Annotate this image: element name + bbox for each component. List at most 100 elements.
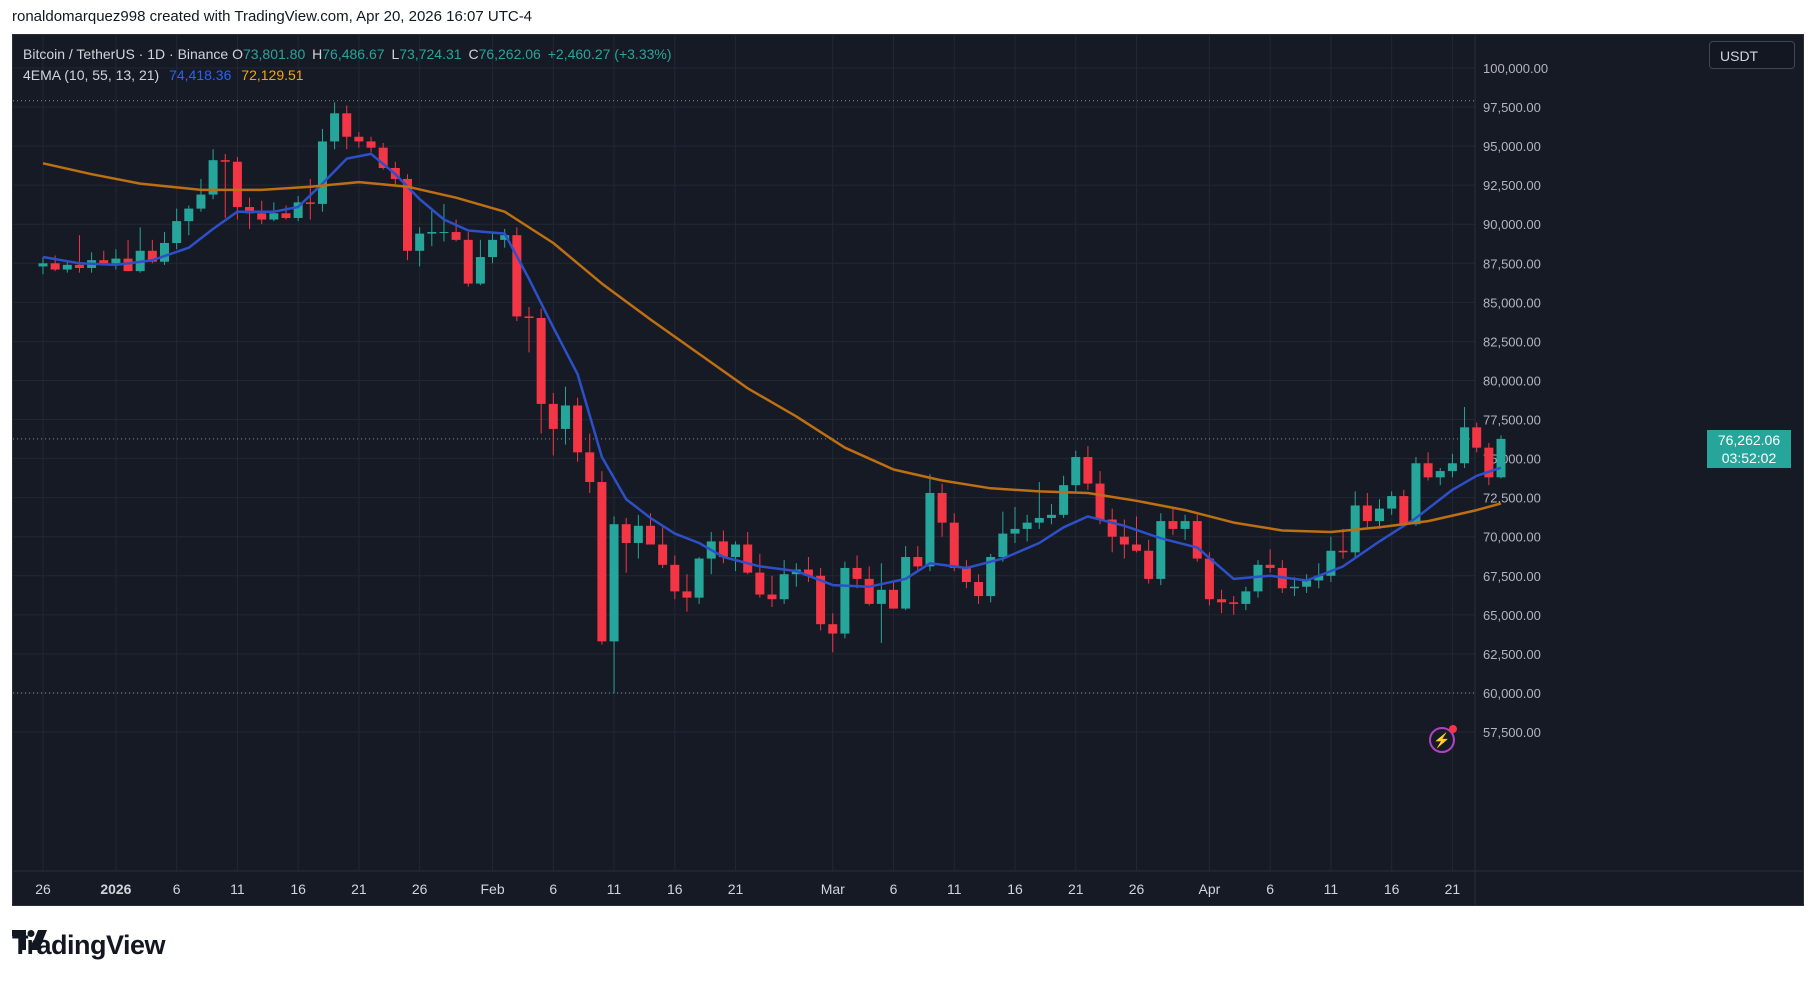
- price-tick-label: 85,000.00: [1483, 295, 1541, 310]
- candle-down: [245, 207, 255, 214]
- time-tick-label: 2026: [100, 881, 131, 897]
- time-tick-label: 16: [1384, 881, 1400, 897]
- candle-down: [354, 136, 364, 142]
- open-label: O: [232, 46, 243, 62]
- candle-down: [99, 260, 109, 264]
- candle-up: [901, 557, 911, 609]
- time-tick-label: 26: [1129, 881, 1145, 897]
- ema-slow-value: 72,129.51: [241, 67, 304, 83]
- candle-up: [986, 557, 996, 597]
- candle-down: [1144, 550, 1154, 579]
- time-tick-label: 6: [549, 881, 557, 897]
- candle-down: [816, 575, 826, 625]
- candle-up: [1241, 591, 1251, 604]
- candle-up: [269, 213, 279, 220]
- price-tick-label: 77,500.00: [1483, 413, 1541, 428]
- ohlc-legend: Bitcoin / TetherUS · 1D · Binance O73,80…: [23, 44, 675, 65]
- candle-down: [1083, 457, 1093, 484]
- price-tick-label: 60,000.00: [1483, 686, 1541, 701]
- price-tick-label: 95,000.00: [1483, 139, 1541, 154]
- price-tick-label: 80,000.00: [1483, 373, 1541, 388]
- candle-up: [694, 558, 704, 598]
- candle-up: [731, 544, 741, 558]
- chart-panel[interactable]: 100,000.00 97,500.00 95,000.00 92,500.00 90,…: [12, 34, 1804, 906]
- candle-down: [524, 316, 534, 318]
- price-tick-label: 67,500.00: [1483, 569, 1541, 584]
- chart-legend: Bitcoin / TetherUS · 1D · Binance O73,80…: [23, 44, 675, 86]
- candle-down: [937, 492, 947, 523]
- price-tick-label: 100,000.00: [1483, 61, 1548, 76]
- candle-down: [366, 141, 376, 148]
- currency-selector[interactable]: USDT: [1709, 41, 1795, 69]
- price-tick-label: 57,500.00: [1483, 725, 1541, 740]
- candle-up: [779, 574, 789, 600]
- candle-up: [1387, 496, 1397, 509]
- candle-up: [1496, 438, 1506, 478]
- candle-up: [1071, 457, 1081, 486]
- high-value: 76,486.67: [322, 46, 385, 62]
- candle-down: [1095, 483, 1105, 520]
- candle-up: [293, 202, 303, 218]
- candle-down: [1192, 521, 1202, 559]
- candle-up: [196, 194, 206, 209]
- low-value: 73,724.31: [399, 46, 462, 62]
- candle-up: [1034, 517, 1044, 523]
- candle-up: [633, 525, 643, 543]
- candle-up: [1289, 586, 1299, 589]
- candle-down: [74, 264, 84, 268]
- ema-fast-value: 74,418.36: [169, 67, 232, 83]
- ema-fast-line: [42, 152, 1502, 588]
- indicator-label[interactable]: 4EMA (10, 55, 13, 21): [23, 67, 160, 83]
- candle-down: [573, 405, 583, 453]
- candle-down: [232, 161, 242, 208]
- close-value: 76,262.06: [478, 46, 541, 62]
- candle-down: [755, 572, 765, 595]
- candle-down: [50, 263, 60, 270]
- candle-down: [864, 578, 874, 604]
- price-chart[interactable]: 100,000.00 97,500.00 95,000.00 92,500.00 90,…: [13, 35, 1804, 906]
- time-tick-label: 6: [173, 881, 181, 897]
- candle-up: [1435, 471, 1445, 478]
- candle-up: [1302, 580, 1312, 587]
- candle-down: [913, 557, 923, 567]
- candle-up: [62, 264, 72, 270]
- price-tick-label: 90,000.00: [1483, 217, 1541, 232]
- candle-up: [876, 589, 886, 604]
- candle-down: [463, 239, 473, 284]
- candle-down: [597, 482, 607, 642]
- symbol-label[interactable]: Bitcoin / TetherUS · 1D · Binance: [23, 46, 229, 62]
- candle-up: [609, 524, 619, 642]
- time-tick-label: 11: [607, 881, 622, 897]
- candle-down: [1119, 536, 1129, 545]
- chart-caption: ronaldomarquez998 created with TradingVi…: [12, 8, 533, 25]
- candle-up: [172, 221, 182, 243]
- time-tick-label: 21: [1445, 881, 1461, 897]
- candle-down: [1265, 564, 1275, 568]
- alert-bolt-icon[interactable]: ⚡: [1429, 725, 1457, 753]
- time-tick-label: 21: [728, 881, 744, 897]
- candle-up: [317, 141, 327, 204]
- candle-down: [451, 232, 461, 240]
- bar-countdown: 03:52:02: [1721, 449, 1777, 466]
- candle-up: [415, 233, 425, 251]
- candle-down: [828, 624, 838, 634]
- price-tick-label: 65,000.00: [1483, 608, 1541, 623]
- candle-up: [208, 160, 218, 195]
- candle-down: [305, 202, 315, 204]
- candle-up: [1046, 514, 1056, 518]
- candle-down: [1338, 550, 1348, 553]
- price-tick-label: 82,500.00: [1483, 334, 1541, 349]
- candle-down: [1107, 519, 1117, 537]
- candle-down: [852, 567, 862, 579]
- last-price: 76,262.06: [1717, 431, 1781, 448]
- candle-down: [1472, 427, 1482, 448]
- time-tick-label: Mar: [821, 881, 845, 897]
- candle-up: [1253, 564, 1263, 592]
- candle-down: [889, 589, 898, 609]
- candle-up: [475, 257, 485, 284]
- candle-down: [123, 258, 133, 272]
- candle-up: [427, 232, 437, 234]
- candle-down: [403, 178, 412, 251]
- close-label: C: [468, 46, 479, 62]
- candle-down: [147, 250, 157, 262]
